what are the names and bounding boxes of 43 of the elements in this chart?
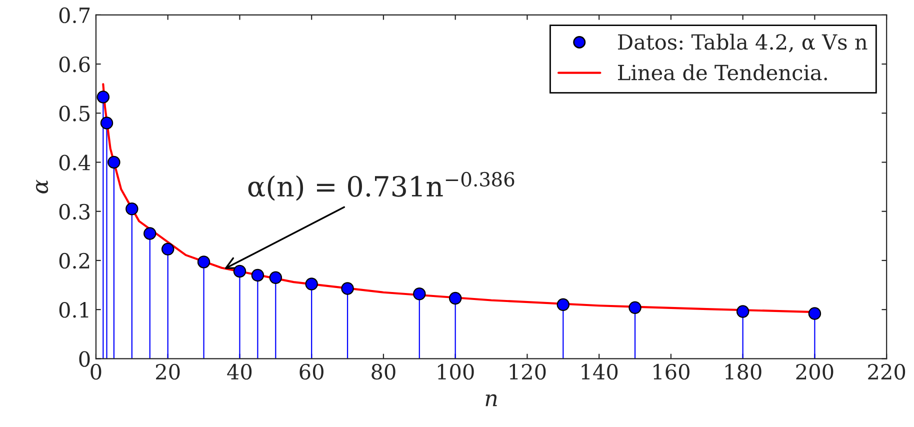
x-tick-label: 180 — [725, 364, 762, 380]
x-tick-label: 100 — [438, 364, 474, 380]
point — [251, 268, 264, 282]
x-tick-label: 140 — [582, 364, 618, 380]
point — [808, 307, 822, 320]
x-tick-label: 60 — [300, 364, 324, 380]
point — [197, 256, 210, 268]
point — [161, 242, 174, 256]
point — [269, 271, 282, 284]
point — [341, 282, 354, 295]
annotation: α(n) = 0.731n$^{−0.386}$ — [248, 172, 514, 201]
y-tick-label: 0.1 — [59, 302, 88, 318]
y-axis-title: α — [36, 180, 48, 194]
point — [556, 298, 570, 312]
point — [96, 90, 110, 104]
point — [108, 156, 120, 169]
point — [144, 227, 156, 240]
x-tick-label: 160 — [654, 364, 690, 380]
x-tick-label: 20 — [156, 364, 180, 380]
y-tick-label: 0.2 — [59, 252, 90, 269]
legend-label: Linea de Tendencia. — [618, 64, 827, 80]
y-tick-label: 0.7 — [59, 7, 90, 24]
x-tick-label: 80 — [372, 364, 396, 380]
point — [305, 278, 318, 290]
point — [413, 287, 426, 300]
y-tick-label: 0.5 — [59, 106, 90, 122]
x-tick-label: 220 — [868, 364, 906, 380]
x-axis-title: n — [486, 394, 497, 406]
x-tick-label: 0 — [90, 364, 102, 380]
point — [100, 116, 114, 130]
y-tick-label: 0 — [79, 351, 90, 367]
y-tick-label: 0.4 — [59, 154, 90, 170]
point — [126, 202, 138, 216]
point — [233, 264, 246, 278]
y-tick-label: 0.6 — [59, 56, 90, 72]
point — [628, 301, 642, 314]
x-tick-label: 40 — [227, 364, 252, 380]
y-tick-label: 0.3 — [59, 204, 90, 220]
point — [448, 292, 462, 305]
x-tick-label: 200 — [796, 364, 834, 380]
legend-label: Datos: Tabla 4.2, α Vs n — [618, 34, 868, 52]
x-tick-label: 120 — [510, 364, 546, 380]
point — [736, 305, 750, 318]
